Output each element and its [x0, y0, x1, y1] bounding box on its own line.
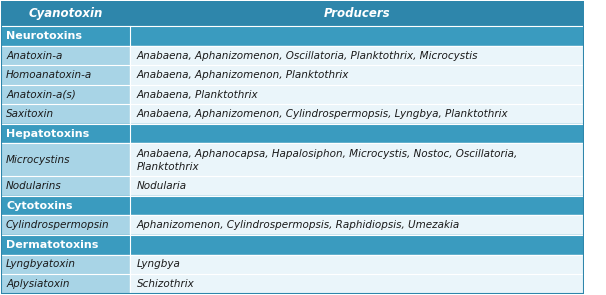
Bar [1, 274, 130, 294]
Text: Schizothrix: Schizothrix [136, 279, 195, 289]
Bar [1, 1, 130, 26]
Text: Cytotoxins: Cytotoxins [6, 201, 73, 211]
Text: Dermatotoxins: Dermatotoxins [6, 240, 98, 250]
Text: Planktothrix: Planktothrix [136, 162, 199, 172]
Bar [130, 176, 584, 196]
Text: Microcystins: Microcystins [6, 155, 70, 165]
Bar [130, 65, 584, 85]
Bar [130, 46, 584, 65]
Text: Lyngbyatoxin: Lyngbyatoxin [6, 259, 76, 269]
Text: Cylindrospermopsin: Cylindrospermopsin [6, 220, 110, 230]
Bar [130, 104, 584, 124]
Text: Anabaena, Aphanizomenon, Planktothrix: Anabaena, Aphanizomenon, Planktothrix [136, 70, 349, 80]
Bar [1, 235, 584, 255]
Bar [1, 255, 130, 274]
Bar [1, 46, 130, 65]
Text: Anabaena, Aphanizomenon, Cylindrospermopsis, Lyngbya, Planktothrix: Anabaena, Aphanizomenon, Cylindrospermop… [136, 109, 508, 119]
Text: Nodularins: Nodularins [6, 181, 62, 191]
Text: Saxitoxin: Saxitoxin [6, 109, 54, 119]
Bar [1, 26, 584, 46]
Bar [1, 215, 130, 235]
Text: Anabaena, Aphanizomenon, Oscillatoria, Planktothrix, Microcystis: Anabaena, Aphanizomenon, Oscillatoria, P… [136, 50, 478, 60]
Text: Hepatotoxins: Hepatotoxins [6, 129, 89, 139]
Bar [1, 124, 584, 143]
Text: Anatoxin-a: Anatoxin-a [6, 50, 62, 60]
Text: Neurotoxins: Neurotoxins [6, 31, 82, 41]
Bar [1, 65, 130, 85]
Bar [130, 255, 584, 274]
Text: Lyngbya: Lyngbya [136, 259, 181, 269]
Text: Aplysiatoxin: Aplysiatoxin [6, 279, 70, 289]
Bar [130, 215, 584, 235]
Text: Anatoxin-a(s): Anatoxin-a(s) [6, 90, 76, 100]
Text: Cyanotoxin: Cyanotoxin [28, 7, 102, 20]
Bar [130, 1, 584, 26]
Text: Aphanizomenon, Cylindrospermopsis, Raphidiopsis, Umezakia: Aphanizomenon, Cylindrospermopsis, Raphi… [136, 220, 460, 230]
Text: Anabaena, Aphanocapsa, Hapalosiphon, Microcystis, Nostoc, Oscillatoria,: Anabaena, Aphanocapsa, Hapalosiphon, Mic… [136, 149, 518, 159]
Bar [1, 176, 130, 196]
Text: Producers: Producers [324, 7, 390, 20]
Bar [1, 85, 130, 104]
Text: Homoanatoxin-a: Homoanatoxin-a [6, 70, 92, 80]
Text: Nodularia: Nodularia [136, 181, 187, 191]
Bar [1, 104, 130, 124]
Bar [1, 196, 584, 215]
Text: Anabaena, Planktothrix: Anabaena, Planktothrix [136, 90, 258, 100]
Bar [1, 143, 130, 176]
Bar [130, 143, 584, 176]
Bar [130, 85, 584, 104]
Bar [130, 274, 584, 294]
